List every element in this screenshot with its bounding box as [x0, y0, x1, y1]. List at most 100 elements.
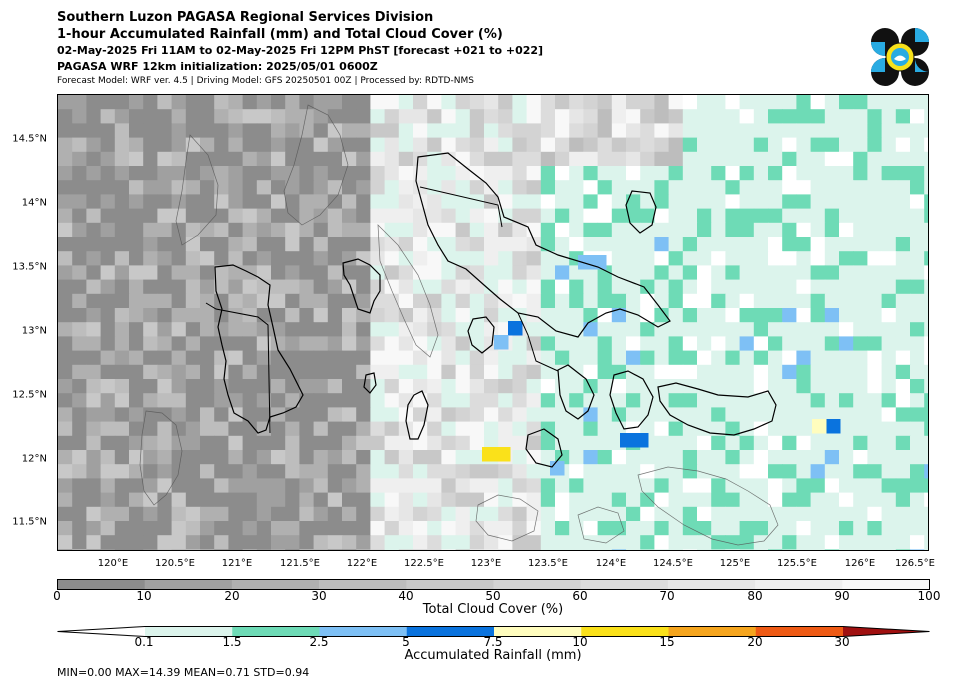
- grid-cell: [640, 194, 655, 210]
- grid-cell: [725, 464, 741, 479]
- grid-cell: [924, 95, 928, 110]
- grid-cell: [384, 265, 400, 281]
- grid-cell: [129, 251, 144, 266]
- grid-cell: [256, 521, 272, 536]
- grid-cell: [413, 492, 428, 508]
- grid-cell: [782, 393, 797, 408]
- grid-cell: [654, 407, 670, 423]
- grid-cell: [469, 350, 485, 366]
- grid-cell: [682, 208, 698, 224]
- grid-cell: [796, 265, 812, 281]
- grid-cell: [569, 137, 584, 153]
- grid-cell: [839, 336, 854, 352]
- grid-cell: [697, 237, 712, 252]
- grid-cell: [100, 350, 116, 366]
- grid-cell: [214, 350, 229, 366]
- grid-cell: [256, 166, 272, 181]
- grid-cell: [356, 279, 371, 295]
- grid-cell: [711, 450, 726, 465]
- grid-cell: [72, 308, 87, 323]
- grid-cell: [739, 478, 755, 494]
- grid-cell: [597, 123, 613, 139]
- grid-cell: [356, 492, 371, 508]
- grid-cell: [58, 535, 73, 550]
- rainfall-cloud-map[interactable]: [57, 94, 929, 551]
- grid-cell: [100, 137, 116, 153]
- grid-cell: [72, 194, 87, 210]
- grid-cell: [753, 95, 769, 110]
- grid-cell: [58, 549, 73, 550]
- grid-cell: [924, 549, 928, 550]
- grid-cell: [640, 109, 655, 124]
- grid-cell: [725, 364, 741, 380]
- grid-cell: [413, 435, 428, 451]
- grid-cell: [427, 478, 442, 494]
- grid-cell: [796, 521, 812, 536]
- grid-cell: [555, 293, 570, 309]
- grid-cell: [739, 506, 755, 522]
- grid-cell: [697, 322, 712, 337]
- grid-cell: [583, 180, 599, 195]
- grid-cell: [867, 407, 883, 423]
- grid-cell: [753, 450, 769, 465]
- grid-cell: [711, 293, 726, 309]
- grid-cell: [796, 364, 812, 380]
- grid-cell: [711, 308, 726, 323]
- grid-cell: [271, 450, 286, 465]
- rainfall-cell: [812, 419, 827, 434]
- grid-cell: [242, 450, 258, 465]
- grid-cell: [285, 492, 300, 508]
- grid-cell: [583, 137, 599, 153]
- grid-cell: [413, 450, 428, 465]
- grid-cell: [398, 308, 414, 323]
- grid-cell: [214, 166, 229, 181]
- grid-cell: [256, 549, 272, 550]
- grid-cell: [782, 308, 797, 323]
- grid-cell: [881, 549, 897, 550]
- grid-cell: [484, 393, 499, 408]
- grid-cell: [72, 506, 87, 522]
- grid-cell: [200, 222, 215, 238]
- grid-cell: [129, 379, 144, 394]
- lon-label: 125.5°E: [777, 558, 817, 569]
- grid-cell: [171, 180, 187, 195]
- grid-cell: [413, 194, 428, 210]
- grid-cell: [299, 123, 315, 139]
- grid-cell: [711, 549, 726, 550]
- grid-cell: [299, 393, 315, 408]
- grid-cell: [129, 151, 144, 167]
- grid-cell: [242, 95, 258, 110]
- grid-cell: [853, 137, 868, 153]
- grid-cell: [228, 123, 244, 139]
- grid-cell: [242, 180, 258, 195]
- grid-cell: [711, 336, 726, 352]
- grid-cell: [370, 478, 386, 494]
- grid-cell: [228, 350, 244, 366]
- grid-cell: [654, 194, 670, 210]
- grid-cell: [171, 208, 187, 224]
- grid-cell: [782, 151, 797, 167]
- grid-cell: [342, 237, 357, 252]
- grid-cell: [356, 222, 371, 238]
- grid-cell: [682, 421, 698, 437]
- grid-cell: [753, 308, 769, 323]
- grid-cell: [157, 364, 173, 380]
- grid-cell: [867, 166, 883, 181]
- grid-cell: [853, 208, 868, 224]
- grid-cell: [86, 450, 102, 465]
- grid-cell: [895, 549, 911, 550]
- grid-cell: [285, 393, 300, 408]
- grid-cell: [867, 535, 883, 550]
- grid-cell: [725, 265, 741, 281]
- grid-cell: [469, 137, 485, 153]
- grid-cell: [143, 222, 158, 238]
- grid-cell: [271, 194, 286, 210]
- grid-cell: [555, 251, 570, 266]
- grid-cell: [143, 137, 158, 153]
- grid-cell: [313, 535, 329, 550]
- grid-cell: [370, 521, 386, 536]
- grid-cell: [924, 322, 928, 337]
- grid-cell: [640, 279, 655, 295]
- grid-cell: [100, 364, 116, 380]
- grid-cell: [853, 109, 868, 124]
